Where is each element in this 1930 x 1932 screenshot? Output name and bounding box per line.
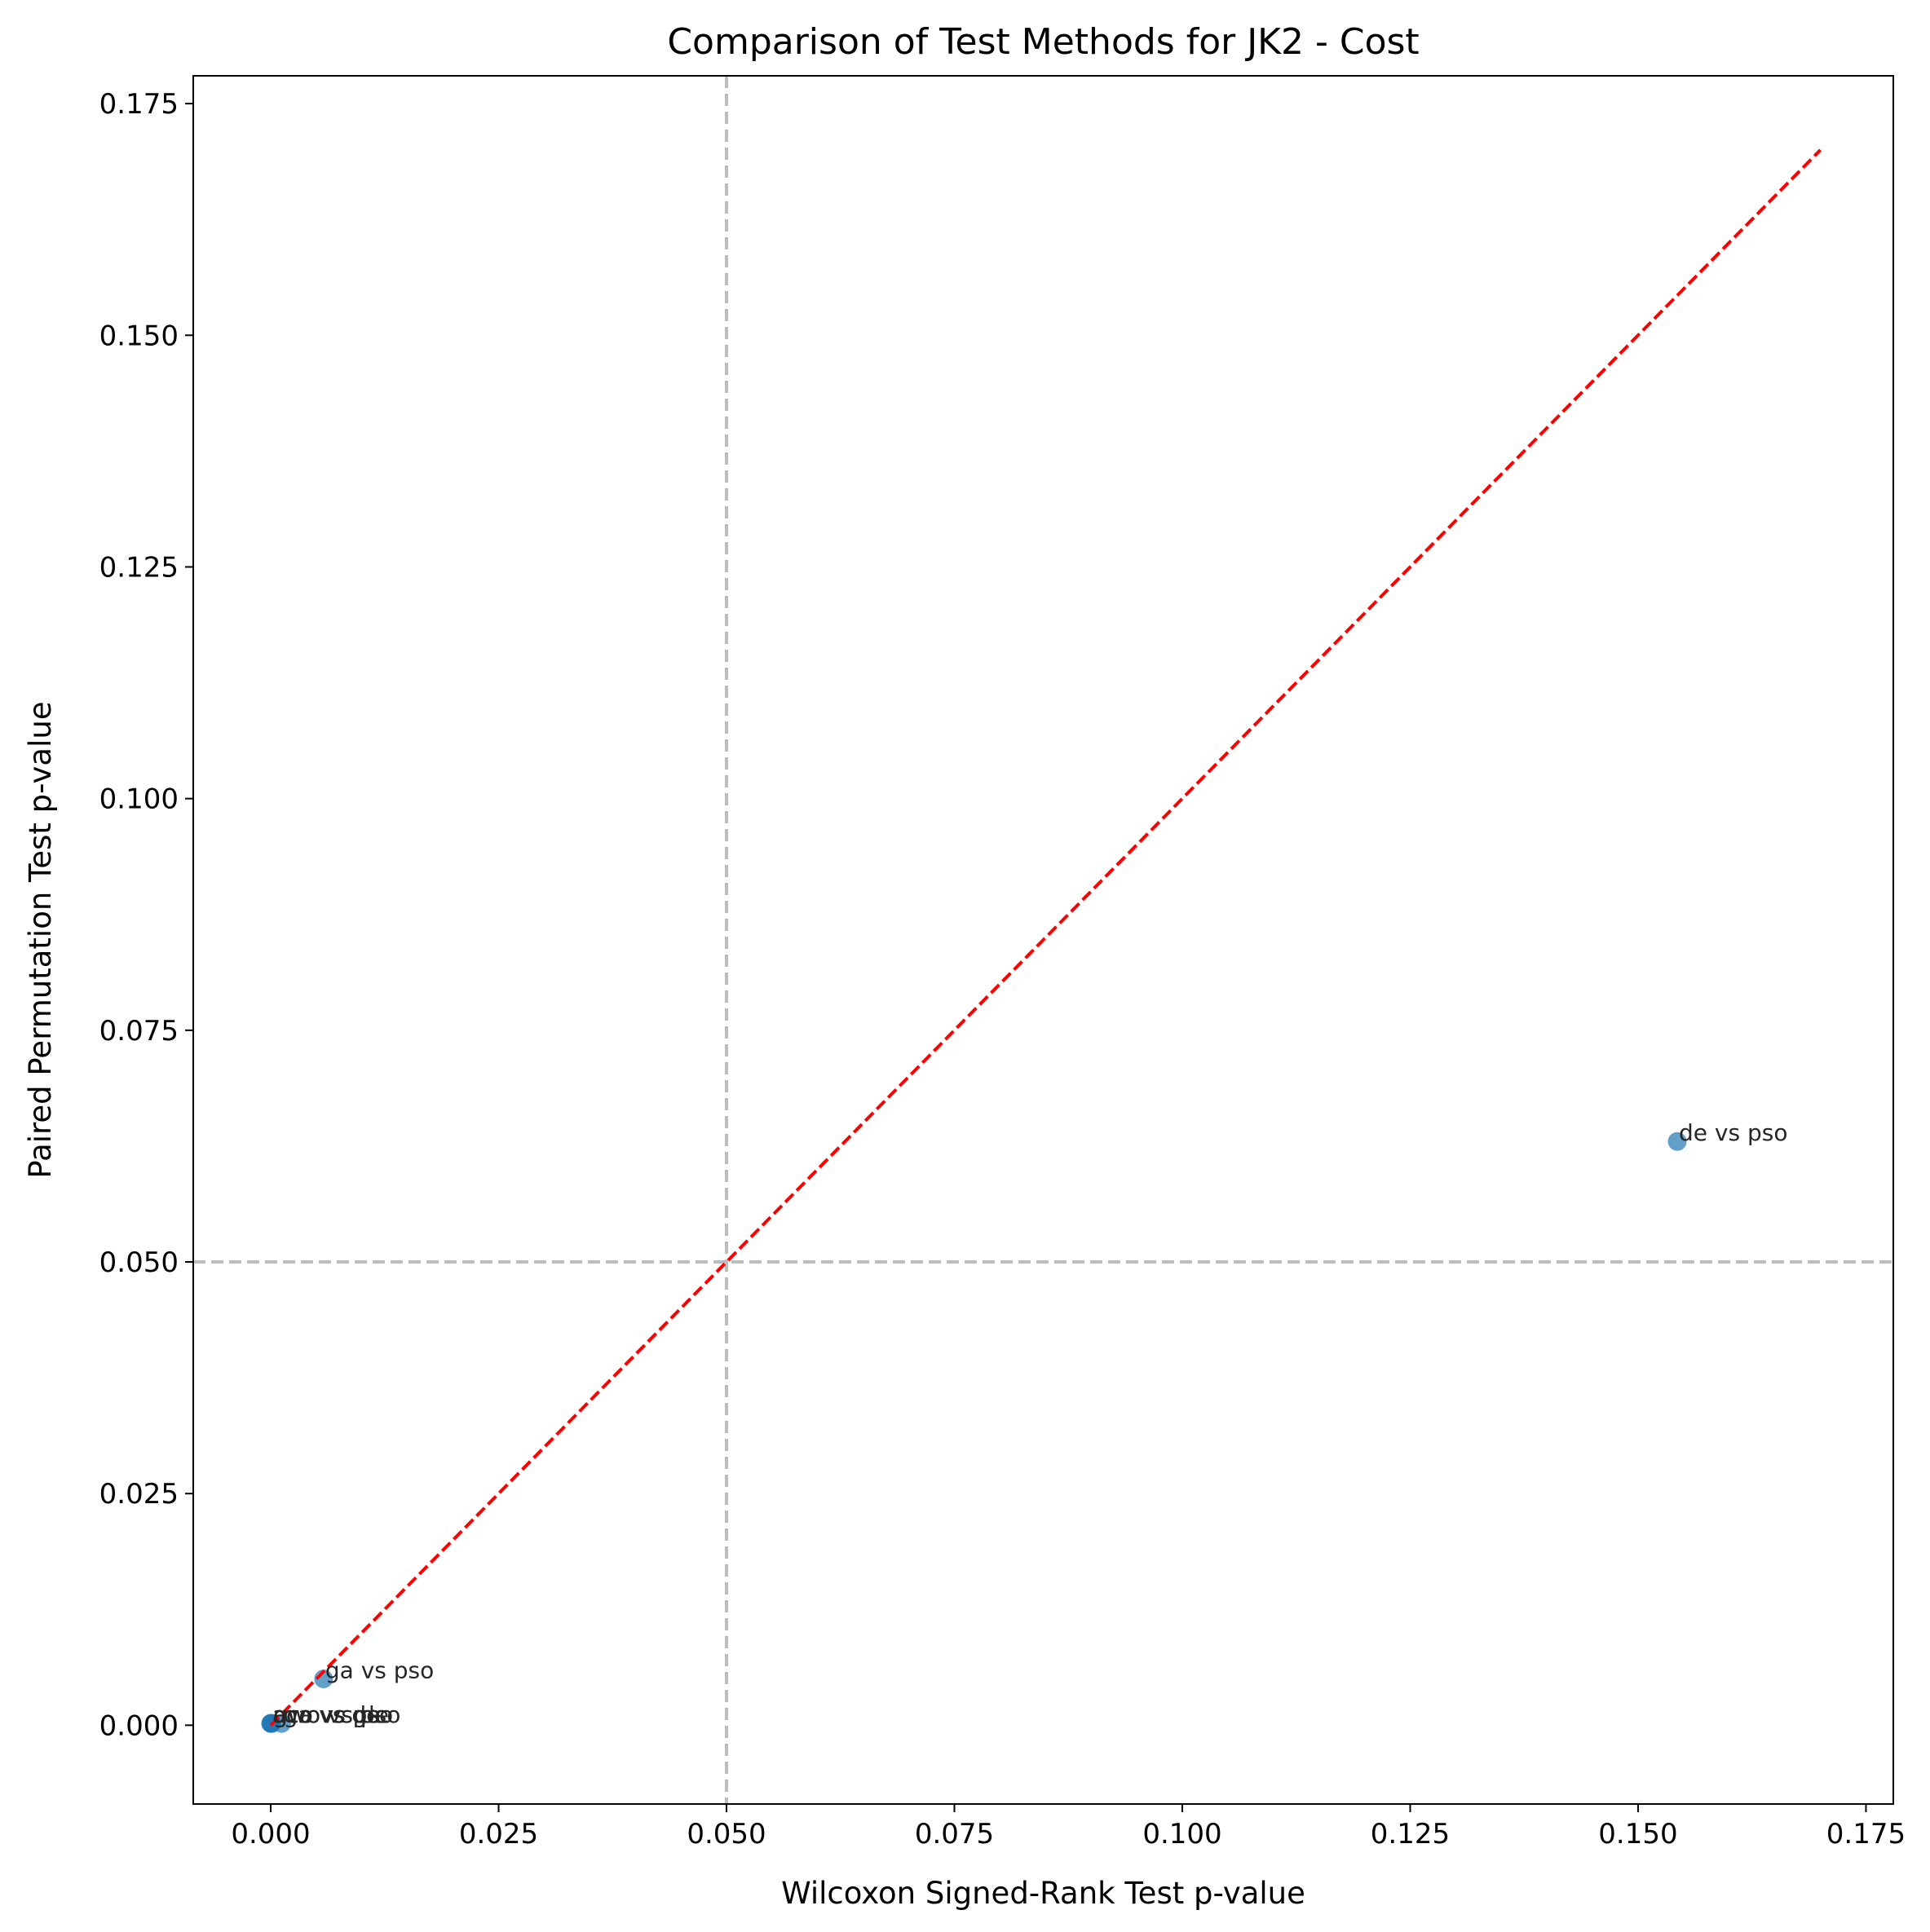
point-label-5: aco vs pso	[272, 1701, 393, 1728]
chart-title: Comparison of Test Methods for JK2 - Cos…	[667, 21, 1419, 63]
point-label-3: gwo vs de	[273, 1701, 389, 1728]
point-label-4: ga vs de	[283, 1701, 380, 1728]
x-tick-label-6: 0.150	[1598, 1818, 1677, 1850]
x-tick-label-0: 0.000	[231, 1818, 310, 1850]
y-tick-label-3: 0.075	[99, 1015, 179, 1048]
x-tick-label-5: 0.125	[1371, 1818, 1450, 1850]
point-label-1: ga vs pso	[325, 1657, 434, 1684]
x-tick-label-1: 0.025	[459, 1818, 538, 1850]
x-tick-label-3: 0.075	[915, 1818, 994, 1850]
y-tick-label-6: 0.150	[99, 320, 179, 352]
y-tick-label-5: 0.125	[99, 551, 179, 584]
point-label-6: gwo vs pso	[273, 1701, 400, 1728]
y-tick-label-2: 0.050	[99, 1246, 179, 1279]
x-axis-label: Wilcoxon Signed-Rank Test p-value	[781, 1876, 1305, 1911]
y-tick-label-1: 0.025	[99, 1478, 179, 1511]
y-tick-label-4: 0.100	[99, 783, 179, 816]
diagonal-reference-line	[269, 148, 1822, 1727]
x-tick-label-4: 0.100	[1142, 1818, 1221, 1850]
data-point-0	[1667, 1131, 1687, 1151]
y-axis-label: Paired Permutation Test p-value	[23, 701, 58, 1178]
plot-frame	[192, 75, 1894, 1805]
x-tick-label-7: 0.175	[1826, 1818, 1906, 1850]
x-tick-label-2: 0.050	[687, 1818, 766, 1850]
point-label-0: de vs pso	[1679, 1119, 1787, 1146]
point-label-2: aco vs ga	[272, 1701, 382, 1728]
y-tick-label-7: 0.175	[99, 88, 179, 121]
y-tick-label-0: 0.000	[99, 1709, 179, 1742]
